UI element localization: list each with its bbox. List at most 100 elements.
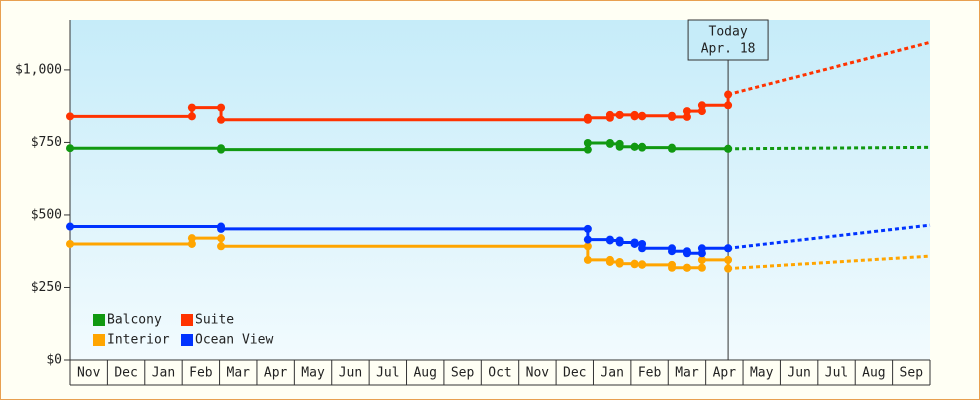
x-tick-label: Oct [488, 366, 511, 381]
marker [630, 260, 639, 269]
marker [638, 260, 647, 269]
forecast-line [727, 254, 931, 271]
legend-swatch [93, 314, 105, 326]
x-tick-label: Apr [713, 366, 737, 381]
marker [583, 255, 592, 264]
marker [682, 112, 691, 121]
marker [66, 239, 74, 248]
marker [187, 239, 196, 248]
legend-swatch [181, 314, 193, 326]
marker [668, 247, 676, 256]
marker [605, 139, 614, 148]
marker [697, 107, 706, 116]
marker [630, 112, 639, 121]
forecast-line [728, 145, 931, 151]
marker [682, 263, 691, 272]
x-tick-label: Aug [862, 366, 885, 381]
marker [615, 110, 624, 119]
marker [724, 101, 733, 110]
marker [605, 257, 614, 266]
y-tick-label: $0 [46, 353, 62, 368]
marker [668, 263, 676, 272]
x-tick-label: Jan [600, 366, 623, 381]
marker [66, 144, 74, 153]
marker [66, 112, 74, 121]
today-label: Apr. 18 [701, 42, 756, 57]
marker [217, 234, 226, 243]
series [66, 40, 931, 124]
today-box [687, 19, 769, 61]
marker [605, 110, 614, 119]
marker [638, 244, 647, 253]
marker [217, 115, 226, 124]
x-tick-label: Aug [413, 366, 436, 381]
series [66, 222, 931, 258]
marker [724, 90, 733, 99]
marker [697, 255, 706, 264]
series [66, 139, 931, 154]
marker [615, 259, 624, 268]
marker [583, 139, 592, 148]
marker [66, 222, 74, 231]
x-tick-label: Mar [675, 366, 699, 381]
marker [187, 234, 196, 243]
x-tick-label: Sep [900, 366, 924, 381]
marker [697, 244, 706, 253]
x-tick-label: Jul [376, 366, 399, 381]
marker [638, 143, 647, 152]
y-tick-label: $1,000 [15, 62, 62, 77]
marker [724, 144, 733, 153]
marker [605, 236, 614, 245]
marker [724, 244, 733, 253]
marker [583, 224, 592, 233]
x-tick-label: Nov [77, 366, 101, 381]
marker [724, 264, 733, 273]
marker [187, 103, 196, 112]
marker [668, 144, 676, 153]
x-tick-label: Nov [526, 366, 550, 381]
x-tick-label: Sep [451, 366, 475, 381]
x-tick-label: Mar [227, 366, 251, 381]
marker [583, 235, 592, 244]
legend-label: Ocean View [195, 333, 273, 348]
x-tick-label: Jan [152, 366, 175, 381]
x-tick-label: Feb [189, 366, 213, 381]
x-tick-label: Dec [114, 366, 137, 381]
marker [583, 113, 592, 122]
marker [583, 145, 592, 154]
today-label: Today [709, 25, 748, 40]
marker [583, 242, 592, 251]
y-tick-label: $500 [31, 207, 62, 222]
x-tick-label: Jun [339, 366, 362, 381]
marker [697, 101, 706, 110]
marker [682, 249, 691, 258]
legend-label: Interior [107, 333, 170, 348]
x-tick-label: May [750, 366, 774, 381]
x-tick-label: Dec [563, 366, 586, 381]
marker [615, 142, 624, 151]
legend-swatch [93, 334, 105, 346]
marker [630, 239, 639, 248]
marker [217, 242, 226, 251]
series [66, 234, 931, 273]
marker [217, 103, 226, 112]
marker [638, 111, 647, 120]
marker [697, 263, 706, 272]
marker [682, 107, 691, 116]
marker [724, 255, 733, 264]
marker [615, 238, 624, 247]
legend-swatch [181, 334, 193, 346]
x-tick-label: Jun [787, 366, 810, 381]
y-tick-label: $250 [31, 280, 62, 295]
x-tick-label: Feb [638, 366, 662, 381]
marker [668, 112, 676, 121]
x-tick-label: Jul [825, 366, 848, 381]
marker [187, 112, 196, 121]
marker [217, 224, 226, 233]
marker [217, 145, 226, 154]
legend-label: Suite [195, 313, 234, 328]
plot-area [70, 20, 930, 360]
marker [630, 142, 639, 151]
x-tick-label: Apr [264, 366, 288, 381]
